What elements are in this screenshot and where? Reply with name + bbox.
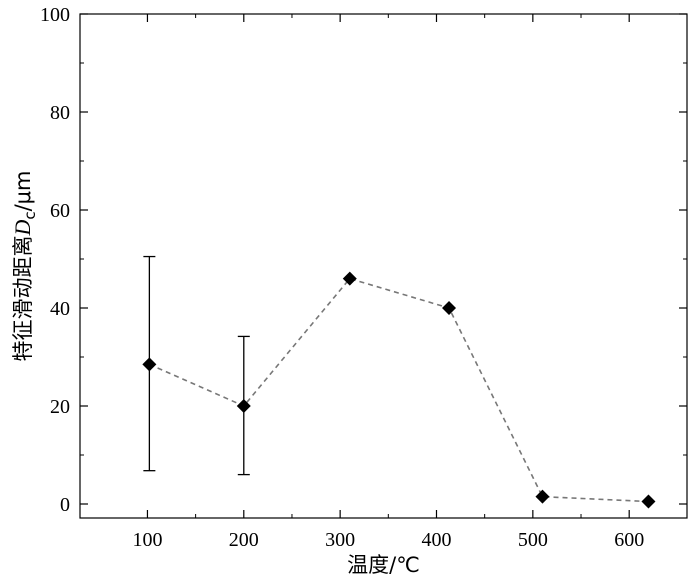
x-tick-label: 400 [421,529,451,551]
x-axis-title: 温度/℃ [347,553,420,577]
y-axis-title-subscript: c [21,211,39,219]
data-point [236,399,251,413]
x-tick-label: 500 [518,529,548,551]
y-tick-label: 80 [50,102,70,124]
data-point [142,357,157,372]
data-point [442,301,457,315]
x-tick-label: 200 [229,529,259,551]
x-tick-label: 300 [325,529,355,551]
series-line [149,277,649,503]
data-point [641,494,656,509]
plot-frame [79,13,688,519]
data-point [342,271,357,286]
y-axis-title-symbol: D [10,220,35,237]
x-tick-label: 600 [614,529,644,551]
y-tick-label: 60 [50,200,70,222]
y-tick-label: 20 [50,396,70,418]
y-tick-label: 0 [60,494,70,516]
y-tick-label: 100 [40,4,70,26]
y-axis-title: 特征滑动距离Dc/μm [10,170,39,361]
x-tick-label: 100 [132,529,162,551]
series-1 [142,255,656,509]
y-axis-title-suffix: /μm [11,170,35,211]
data-point [535,489,550,504]
y-tick-label: 40 [50,298,70,320]
y-axis-title-prefix: 特征滑动距离 [11,236,35,362]
axes: 0 20 40 60 80 100 100 200 300 400 500 600 [40,4,688,551]
